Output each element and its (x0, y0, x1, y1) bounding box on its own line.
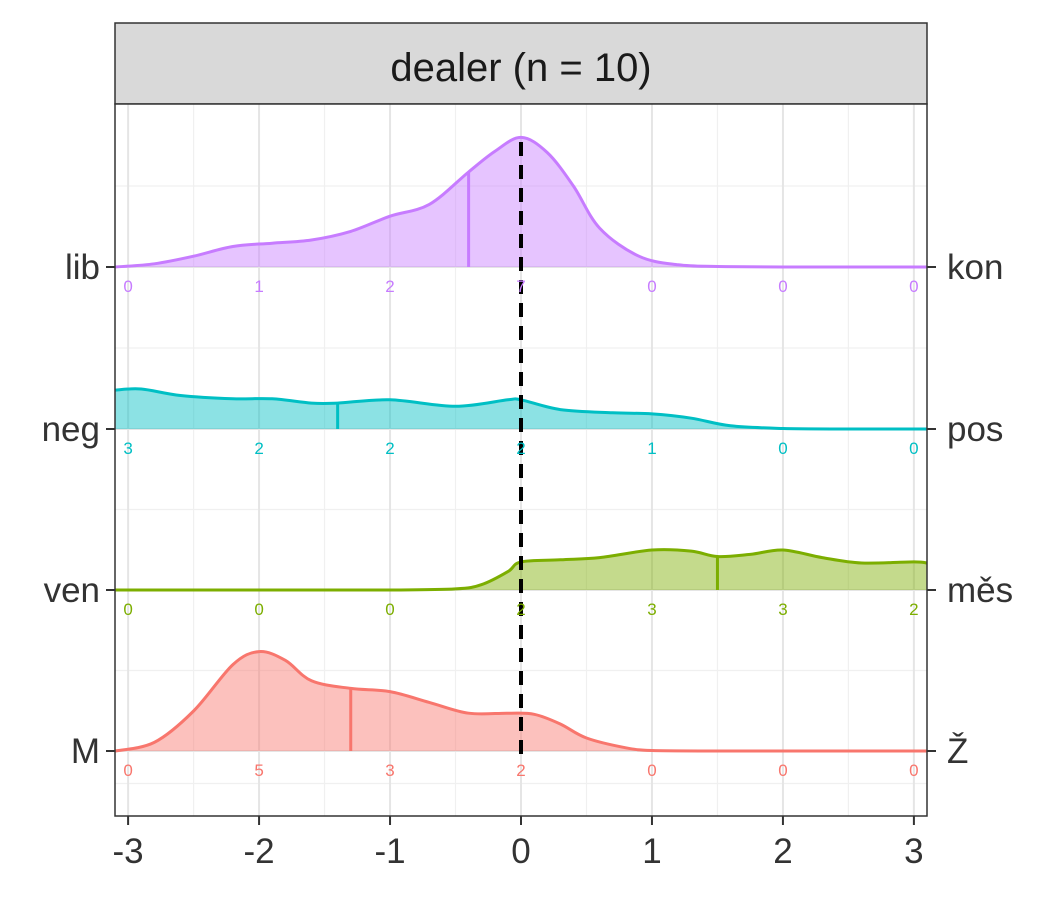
facet-strip (114, 22, 928, 105)
count-label: 0 (909, 277, 918, 296)
ridge-area-lib (115, 137, 927, 268)
count-label: 7 (516, 277, 525, 296)
x-tick-label: 2 (773, 832, 792, 871)
count-label: 2 (254, 439, 263, 458)
count-label: 0 (385, 600, 394, 619)
count-label: 0 (647, 761, 656, 780)
count-label: 5 (254, 761, 263, 780)
x-tick-label: -3 (113, 832, 144, 871)
count-label: 3 (647, 600, 656, 619)
ridge-line-M (114, 650, 927, 753)
count-label: 3 (385, 761, 394, 780)
facet-strip-title: dealer (n = 10) (390, 46, 651, 90)
count-label: 0 (123, 600, 132, 619)
ridge-line-ven (115, 548, 928, 592)
x-tick-label: -2 (244, 832, 275, 871)
count-label: 1 (647, 439, 656, 458)
count-label: 0 (123, 761, 132, 780)
count-label: 0 (909, 761, 918, 780)
count-label: 1 (254, 277, 263, 296)
y-label-right: pos (947, 410, 1003, 449)
ridge-line-neg (114, 387, 928, 431)
count-label: 0 (254, 600, 263, 619)
count-label: 2 (516, 439, 525, 458)
y-label-right: měs (947, 571, 1013, 610)
count-label: 0 (778, 761, 787, 780)
y-label-left: M (71, 732, 100, 771)
count-label: 2 (909, 600, 918, 619)
x-tick-label: 3 (904, 832, 923, 871)
y-label-left: lib (65, 248, 100, 287)
count-label: 3 (123, 439, 132, 458)
ridge-line-lib (114, 135, 928, 269)
count-label: 0 (647, 277, 656, 296)
count-label: 0 (778, 439, 787, 458)
count-label: 0 (123, 277, 132, 296)
ridge-area-M (115, 651, 927, 752)
x-tick-label: -1 (374, 832, 405, 871)
count-label: 0 (778, 277, 787, 296)
x-tick-label: 1 (642, 832, 661, 871)
y-label-right: kon (947, 248, 1003, 287)
count-label: 0 (909, 439, 918, 458)
count-label: 2 (516, 761, 525, 780)
y-label-left: ven (44, 571, 100, 610)
count-labels: 0 5 3 2 0 0 0 0 0 0 2 3 3 2 3 2 2 2 1 0 0 0 1 2 7 0 0 0 (123, 277, 918, 780)
count-label: 2 (516, 600, 525, 619)
x-tick-label: 0 (511, 832, 530, 871)
count-label: 2 (385, 439, 394, 458)
count-label: 2 (385, 277, 394, 296)
y-label-right: Ž (947, 732, 968, 771)
count-label: 3 (778, 600, 787, 619)
y-label-left: neg (42, 410, 100, 449)
